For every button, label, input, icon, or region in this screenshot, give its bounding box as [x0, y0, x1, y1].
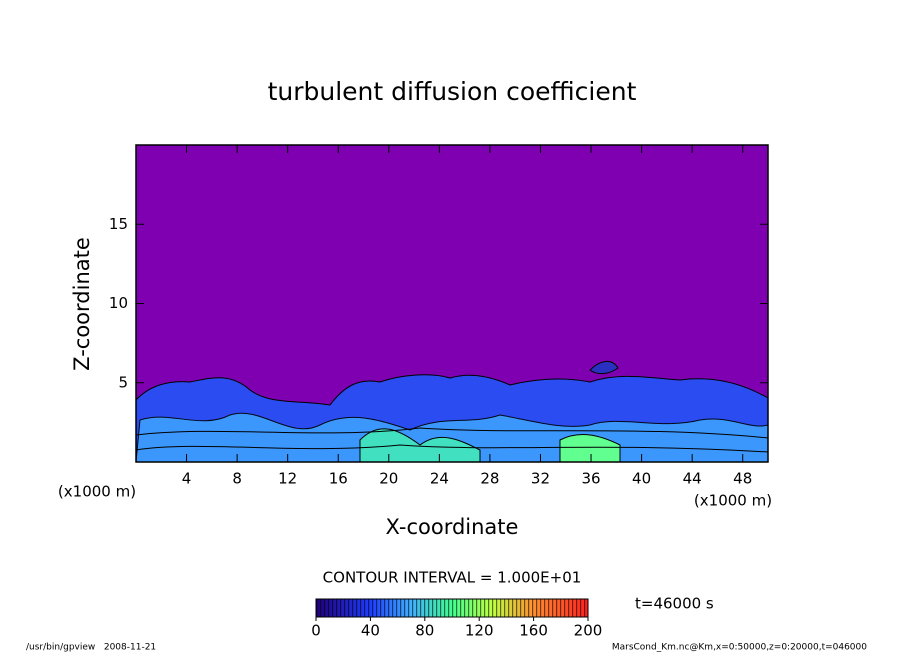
x-tick-label: 12 — [278, 470, 297, 488]
colorbar-title: CONTOUR INTERVAL = 1.000E+01 — [323, 569, 582, 587]
x-tick-label: 40 — [632, 470, 651, 488]
x-tick-label: 48 — [733, 470, 752, 488]
y-axis-title: Z-coordinate — [70, 237, 94, 371]
chart-title: turbulent diffusion coefficient — [268, 77, 637, 106]
footer-left: /usr/bin/gpview 2008-11-21 — [26, 643, 156, 653]
x-tick-label: 4 — [182, 470, 192, 488]
y-tick-label: 5 — [118, 373, 128, 391]
colorbar-tick-label: 160 — [519, 622, 548, 640]
y-tick-label: 15 — [109, 215, 128, 233]
x-tick-label: 32 — [531, 470, 550, 488]
colorbar-tick-label: 120 — [465, 622, 494, 640]
turbulent-layer — [136, 361, 768, 462]
x-tick-label: 16 — [329, 470, 348, 488]
x-tick-label: 44 — [683, 470, 702, 488]
colorbar-tick-label: 0 — [311, 622, 321, 640]
x-tick-label: 24 — [430, 470, 449, 488]
x-tick-label: 20 — [379, 470, 398, 488]
time-annotation: t=46000 s — [635, 595, 714, 613]
colorbar-tick-label: 40 — [361, 622, 380, 640]
colorbar-lines — [316, 599, 588, 617]
colorbar-tick-label: 200 — [574, 622, 603, 640]
x-unit-left: (x1000 m) — [58, 483, 136, 501]
footer-right: MarsCond_Km.nc@Km,x=0:50000,z=0:20000,t=… — [612, 643, 867, 653]
x-unit: (x1000 m) — [694, 492, 772, 510]
x-axis-title: X-coordinate — [386, 515, 519, 539]
y-tick-label: 10 — [109, 294, 128, 312]
x-tick-label: 28 — [480, 470, 499, 488]
colorbar-tick-label: 80 — [415, 622, 434, 640]
x-tick-label: 8 — [232, 470, 242, 488]
x-tick-label: 36 — [581, 470, 600, 488]
